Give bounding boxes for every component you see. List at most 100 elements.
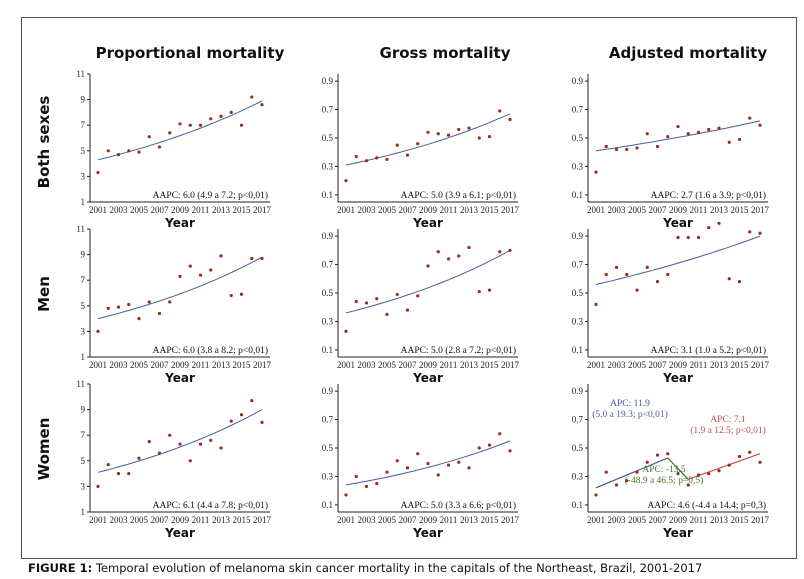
data-point — [229, 293, 233, 298]
aapc-annotation: AAPC: 6.0 (4.9 a 7.2; p<0,01) — [153, 190, 268, 201]
data-point — [487, 288, 492, 292]
data-point — [127, 472, 131, 476]
y-tick-label: 3 — [81, 481, 86, 491]
y-tick-label: 0.5 — [322, 443, 334, 453]
data-point — [157, 145, 162, 149]
data-point — [655, 280, 660, 284]
x-tick-label: 2009 — [669, 360, 688, 370]
data-point — [375, 156, 379, 160]
x-tick-label: 2005 — [130, 360, 149, 370]
data-point — [260, 256, 264, 261]
x-axis-label: Year — [412, 371, 443, 385]
data-point — [395, 292, 399, 297]
data-point — [260, 420, 264, 424]
data-point — [717, 126, 721, 130]
data-point — [219, 114, 223, 118]
data-point — [395, 143, 399, 147]
data-point — [219, 254, 223, 258]
trend-line — [345, 113, 511, 166]
x-tick-label: 2009 — [171, 360, 190, 370]
data-point — [385, 157, 389, 161]
x-tick-label: 2017 — [751, 515, 770, 525]
data-point — [696, 235, 701, 240]
x-tick-label: 2007 — [649, 515, 668, 525]
aapc-annotation: AAPC: 5.0 (3.9 a 6.1; p<0,01) — [401, 190, 516, 201]
data-point — [625, 272, 629, 277]
data-point — [106, 149, 110, 153]
data-point — [405, 466, 410, 470]
data-point — [686, 235, 690, 240]
data-point — [168, 300, 172, 304]
x-tick-label: 2017 — [751, 360, 770, 370]
data-point — [498, 250, 502, 254]
data-point — [594, 302, 598, 306]
trend-line — [345, 249, 511, 314]
data-point — [446, 133, 451, 137]
x-tick-label: 2017 — [751, 205, 770, 215]
data-point — [364, 301, 369, 305]
aapc-annotation: AAPC: 5.0 (2.8 a 7.2; p<0,01) — [401, 345, 516, 356]
y-tick-label: 0.3 — [322, 316, 334, 326]
data-point — [477, 289, 481, 294]
x-tick-label: 2007 — [649, 205, 668, 215]
data-point — [260, 103, 264, 107]
column-title-gross: Gross mortality — [379, 44, 511, 62]
x-axis-label: Year — [662, 216, 693, 230]
x-tick-label: 2013 — [710, 360, 729, 370]
trend-line — [595, 120, 761, 152]
x-tick-label: 2013 — [212, 205, 231, 215]
data-point — [364, 159, 369, 163]
x-tick-label: 2015 — [731, 360, 750, 370]
data-point — [707, 127, 711, 132]
x-tick-label: 2007 — [649, 360, 668, 370]
x-tick-label: 2013 — [460, 515, 479, 525]
data-point — [147, 300, 151, 304]
x-tick-label: 2003 — [110, 515, 129, 525]
x-tick-label: 2005 — [628, 205, 647, 215]
aapc-annotation: AAPC: 2.7 (1.6 a 3.9; p<0,01) — [651, 190, 766, 201]
data-point — [655, 144, 660, 149]
trend-line — [97, 256, 263, 320]
data-point — [498, 109, 502, 113]
y-tick-label: 0.3 — [572, 471, 584, 481]
y-tick-label: 9 — [81, 405, 86, 415]
data-point — [416, 452, 420, 456]
y-tick-label: 0.7 — [572, 415, 584, 425]
data-point — [106, 463, 110, 467]
data-point — [168, 131, 172, 135]
x-tick-label: 2011 — [440, 205, 458, 215]
x-tick-label: 2007 — [151, 360, 170, 370]
data-point — [106, 306, 110, 310]
x-axis-label: Year — [412, 216, 443, 230]
data-point — [498, 432, 502, 436]
data-point — [676, 472, 680, 476]
y-tick-label: 11 — [76, 224, 85, 234]
trend-line — [345, 440, 511, 486]
data-point — [614, 265, 619, 269]
apc-callout: APC: -13.5 — [642, 465, 686, 475]
data-point — [625, 479, 629, 483]
x-tick-label: 2007 — [399, 360, 418, 370]
x-tick-label: 2001 — [89, 360, 107, 370]
data-point — [229, 110, 233, 114]
data-point — [354, 299, 358, 304]
data-point — [717, 469, 721, 473]
trend-line — [595, 235, 761, 285]
y-tick-label: 0.9 — [572, 386, 584, 396]
data-point — [188, 459, 192, 463]
x-tick-label: 2015 — [481, 205, 500, 215]
data-point — [364, 484, 369, 488]
data-point — [457, 127, 461, 132]
panel-0-0: 1 3 5 7 9 11 2001 2003 2005 2007 2009 2011 2013 2015 2… — [76, 69, 271, 230]
trend-segment — [595, 457, 668, 489]
data-point — [344, 179, 348, 183]
x-axis-label: Year — [662, 371, 693, 385]
y-tick-label: 3 — [81, 171, 86, 181]
data-point — [758, 460, 762, 464]
x-tick-label: 2001 — [89, 205, 107, 215]
data-point — [137, 317, 141, 321]
data-point — [436, 473, 440, 477]
